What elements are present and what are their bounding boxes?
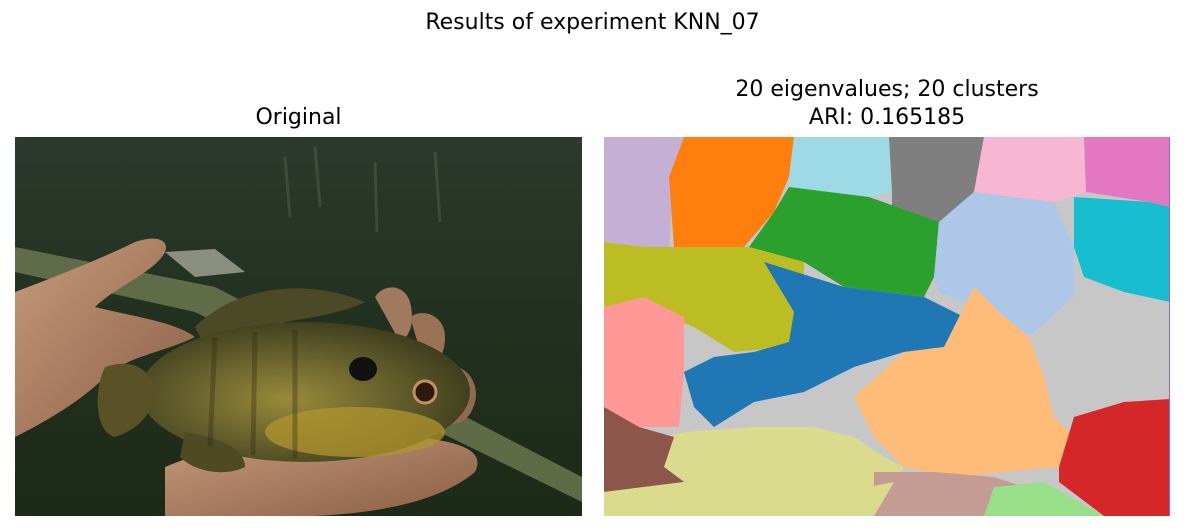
- original-panel-title: Original: [255, 105, 342, 130]
- original-image: [15, 137, 582, 516]
- cluster-region: [684, 262, 964, 427]
- cluster-region: [1074, 197, 1170, 302]
- cluster-region: [604, 482, 894, 516]
- original-photo-svg: [15, 137, 582, 516]
- cluster-region: [604, 297, 684, 427]
- cluster-region: [789, 137, 892, 197]
- gill-spot: [349, 357, 377, 381]
- segmentation-title-line2: ARI: 0.165185: [808, 105, 966, 130]
- rail-highlight: [165, 249, 245, 277]
- fish-belly: [265, 407, 445, 457]
- fish-tail: [97, 363, 155, 437]
- cluster-region: [669, 137, 794, 247]
- segmentation-map-svg: [604, 137, 1170, 516]
- fish-eye: [412, 379, 438, 405]
- cluster-region: [664, 427, 904, 492]
- cluster-region: [889, 137, 984, 222]
- cluster-region: [874, 472, 1024, 516]
- cluster-region: [984, 482, 1104, 516]
- cluster-region: [1084, 137, 1170, 207]
- segmentation-title-line1: 20 eigenvalues; 20 clusters: [735, 77, 1039, 102]
- cluster-region: [854, 287, 1074, 477]
- background-reeds: [283, 146, 442, 233]
- fish-bands: [207, 329, 298, 459]
- cluster-region: [749, 187, 939, 297]
- cluster-region: [604, 242, 804, 352]
- segmentation-panel-title: 20 eigenvalues; 20 clusters ARI: 0.16518…: [604, 76, 1170, 132]
- segmentation-image: [604, 137, 1170, 516]
- pelvic-fin: [180, 432, 245, 473]
- right-finger-1: [375, 287, 412, 342]
- figure-suptitle: Results of experiment KNN_07: [425, 10, 760, 35]
- cluster-region: [1059, 399, 1170, 516]
- cluster-region: [604, 407, 684, 492]
- cluster-region: [1169, 137, 1170, 516]
- cluster-region: [604, 137, 684, 247]
- cluster-region: [974, 137, 1086, 202]
- left-hand: [15, 238, 195, 437]
